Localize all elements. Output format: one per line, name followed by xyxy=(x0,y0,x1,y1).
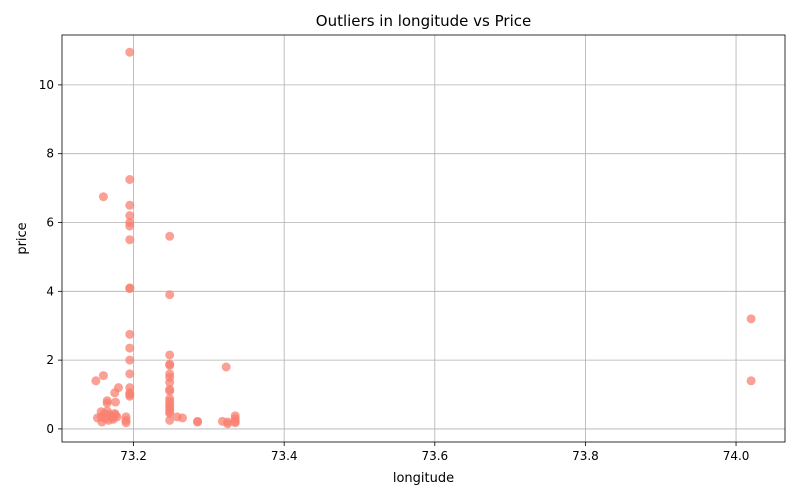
data-point xyxy=(221,362,231,372)
y-tick-label: 4 xyxy=(46,284,54,298)
data-point xyxy=(746,376,756,386)
data-point xyxy=(223,419,233,429)
data-point xyxy=(125,343,135,353)
x-tick-label: 73.8 xyxy=(572,449,599,463)
x-axis-ticks: 73.2 73.4 73.6 73.8 74.0 xyxy=(120,442,749,463)
data-point xyxy=(102,398,112,408)
data-point xyxy=(125,211,135,221)
y-tick-label: 2 xyxy=(46,353,54,367)
data-point xyxy=(98,192,108,202)
data-point xyxy=(178,413,187,423)
data-point xyxy=(165,377,175,387)
y-axis-label: price xyxy=(15,222,30,254)
x-tick-label: 73.6 xyxy=(421,449,448,463)
data-point xyxy=(193,417,203,427)
data-points xyxy=(91,47,756,429)
data-point xyxy=(165,290,175,300)
data-point xyxy=(98,371,108,381)
data-point xyxy=(112,412,122,422)
x-axis-label: longitude xyxy=(393,471,454,486)
data-point xyxy=(165,415,175,425)
y-tick-label: 8 xyxy=(46,147,54,161)
data-point xyxy=(121,418,131,428)
data-point xyxy=(165,408,175,418)
data-point xyxy=(165,231,175,241)
data-point xyxy=(110,397,120,407)
grid-lines xyxy=(62,35,785,442)
y-tick-label: 6 xyxy=(46,216,54,230)
chart-title: Outliers in longitude vs Price xyxy=(316,12,531,30)
y-tick-label: 0 xyxy=(46,422,54,436)
data-point xyxy=(165,386,175,396)
data-point xyxy=(125,47,135,57)
data-point xyxy=(125,391,135,401)
data-point xyxy=(125,200,135,210)
data-point xyxy=(230,418,240,428)
data-point xyxy=(125,329,135,339)
data-point xyxy=(125,174,135,184)
y-axis-ticks: 0 2 4 6 8 10 xyxy=(39,78,62,436)
data-point xyxy=(125,284,135,294)
data-point xyxy=(746,314,756,324)
data-point xyxy=(165,350,175,360)
data-point xyxy=(125,221,135,231)
data-point xyxy=(110,388,120,398)
x-tick-label: 74.0 xyxy=(723,449,750,463)
data-point xyxy=(91,376,101,386)
x-tick-label: 73.2 xyxy=(120,449,147,463)
data-point xyxy=(125,235,135,245)
plot-frame xyxy=(61,34,786,443)
y-tick-label: 10 xyxy=(39,78,54,92)
data-point xyxy=(125,355,135,365)
data-point xyxy=(165,360,175,370)
data-point xyxy=(125,369,135,379)
x-tick-label: 73.4 xyxy=(271,449,298,463)
